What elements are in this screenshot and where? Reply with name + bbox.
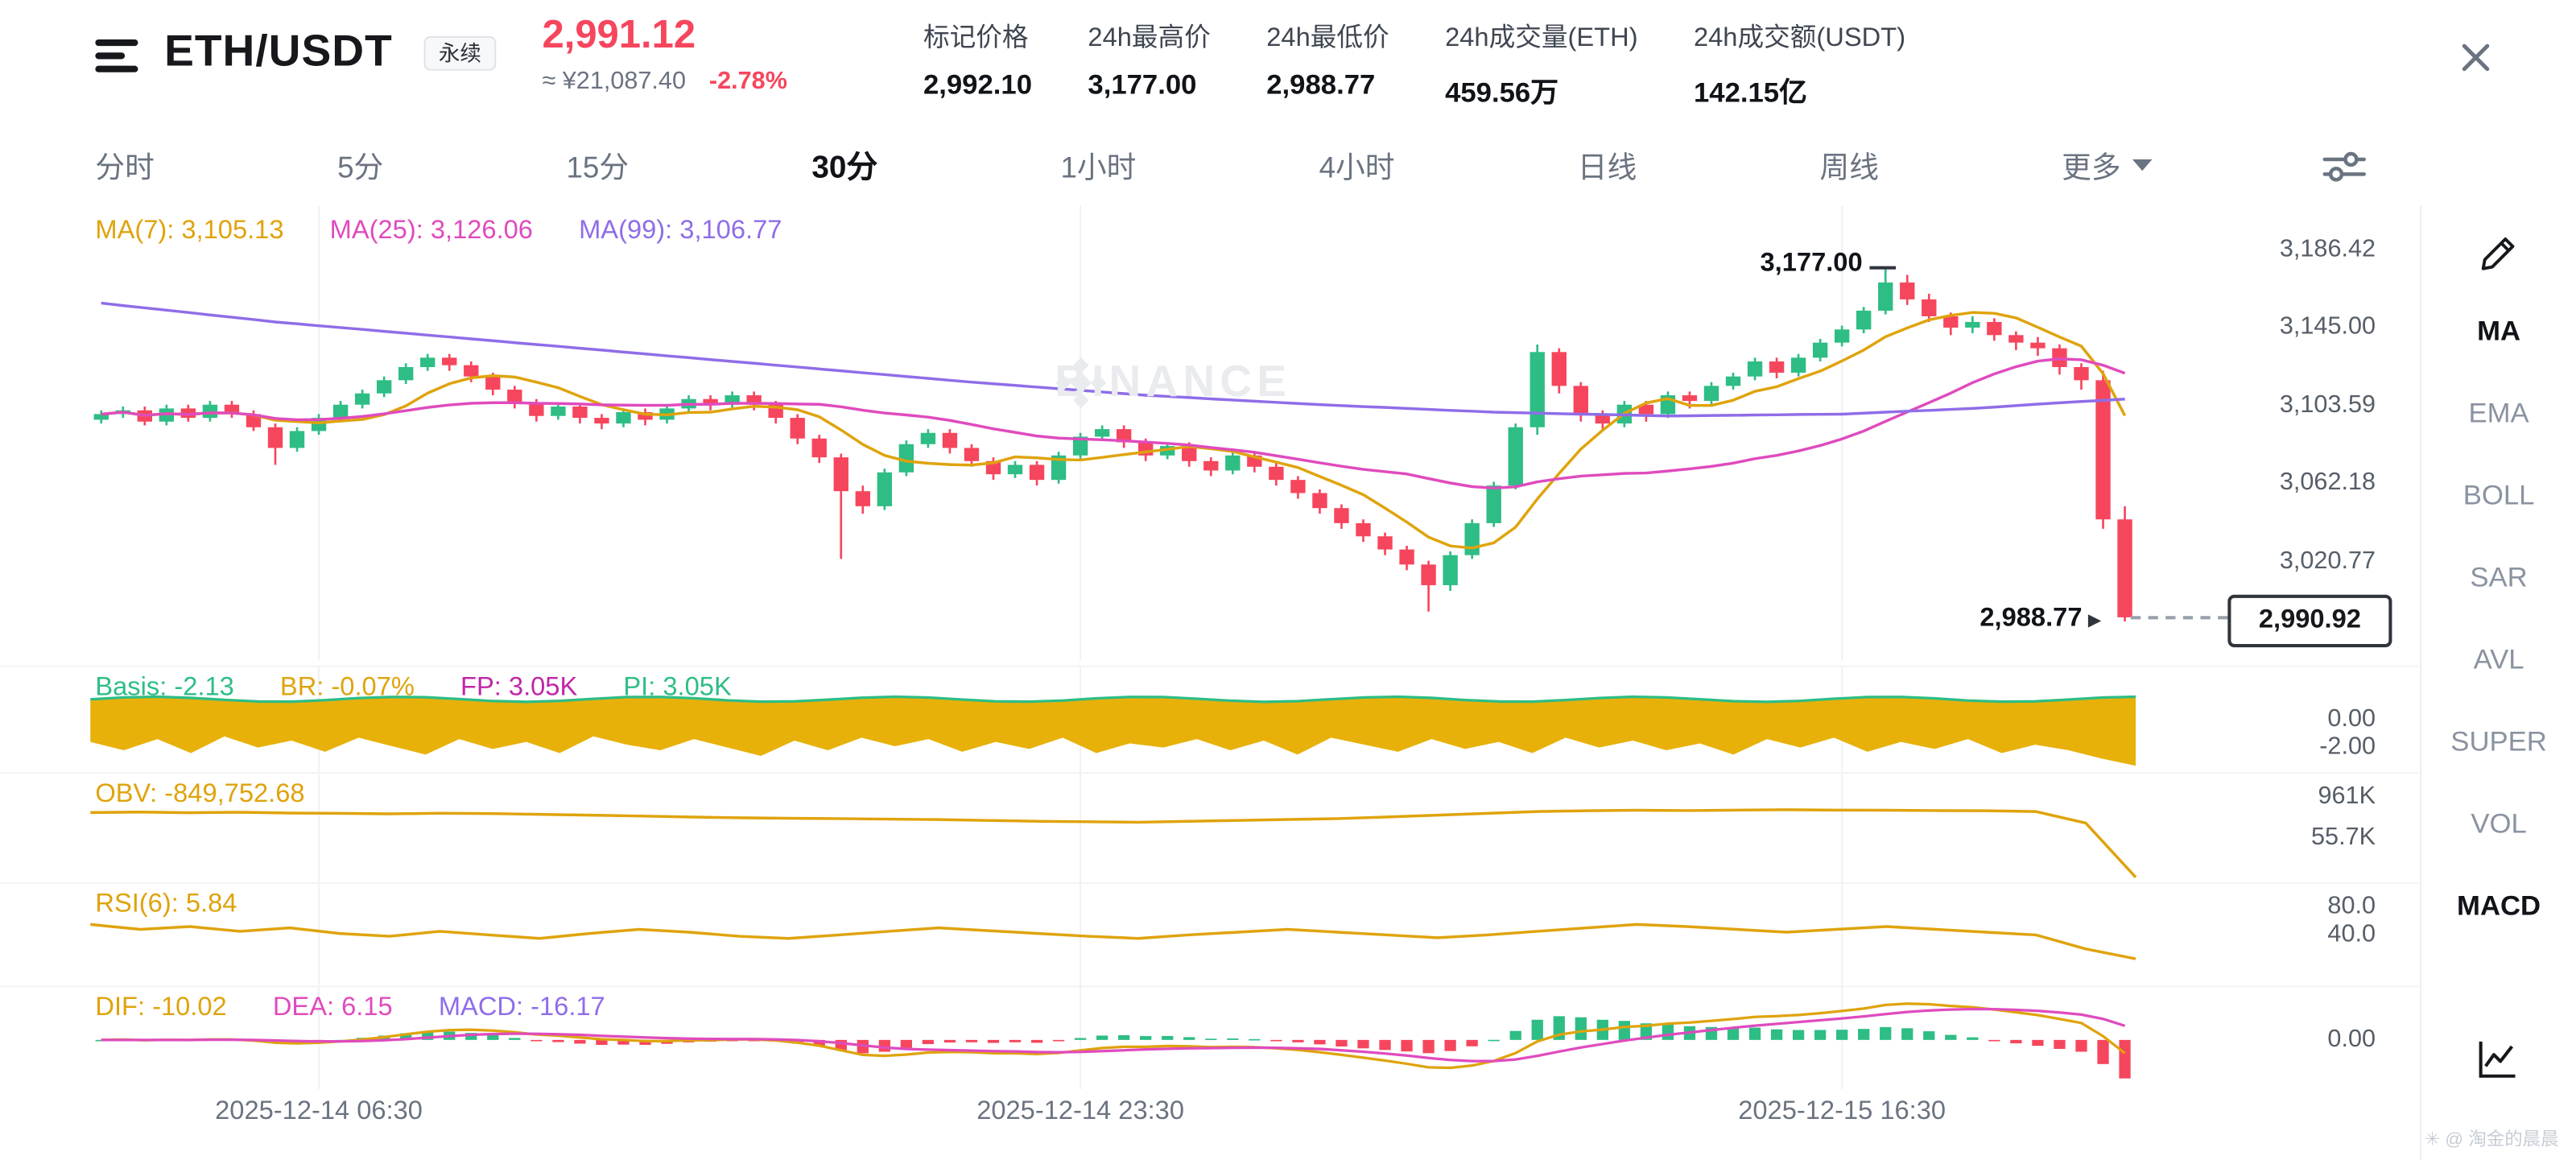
- chevron-down-icon: [2132, 159, 2153, 171]
- legend-item: MA(7): 3,105.13: [95, 217, 284, 246]
- legend-item: MA(25): 3,126.06: [329, 217, 533, 246]
- indicator-sar[interactable]: SAR: [2470, 561, 2528, 593]
- timeframe-tab-5[interactable]: 1小时: [1060, 150, 1137, 184]
- stat-value: 142.15亿: [1693, 76, 1807, 109]
- indicator-super[interactable]: SUPER: [2450, 726, 2547, 758]
- header-stat-5: 24h成交额(USDT) 142.15亿: [1694, 14, 1905, 109]
- legend-item: BR: -0.07%: [279, 673, 415, 702]
- timeframe-tab-8[interactable]: 周线: [1819, 150, 1879, 184]
- close-icon[interactable]: [2451, 33, 2500, 82]
- legend-item: DIF: -10.02: [95, 993, 227, 1022]
- rsi-legend: RSI(6): 5.84: [95, 890, 237, 920]
- approx-cny: ≈ ¥21,087.40: [542, 67, 687, 96]
- indicator-list: MA EMA BOLL SAR AVL SUPER VOL MACD: [2421, 291, 2576, 947]
- axis-tick: 80.0: [2327, 892, 2376, 920]
- last-price: 2,991.12: [542, 13, 696, 58]
- session-low-marker: [2088, 614, 2102, 629]
- axis-tick: 40.0: [2327, 919, 2376, 948]
- legend-item: MACD: -16.17: [438, 993, 605, 1022]
- header-stat-4: 24h成交量(ETH) 459.56万: [1445, 14, 1638, 109]
- indicator-ma[interactable]: MA: [2477, 315, 2521, 347]
- price-subline: ≈ ¥21,087.40 -2.78%: [542, 68, 786, 96]
- basis-legend: Basis: -2.13 BR: -0.07% FP: 3.05K PI: 3.05K: [95, 674, 731, 704]
- indicator-boll[interactable]: BOLL: [2462, 479, 2535, 511]
- legend-item: FP: 3.05K: [460, 673, 578, 702]
- session-high-label: 3,177.00: [1760, 249, 1863, 278]
- legend-item: PI: 3.05K: [623, 673, 732, 702]
- indicator-avl[interactable]: AVL: [2473, 644, 2524, 675]
- stat-value: 459.56万: [1445, 76, 1558, 109]
- timeframe-tab-7[interactable]: 日线: [1577, 150, 1637, 184]
- macd-legend: DIF: -10.02 DEA: 6.15 MACD: -16.17: [95, 994, 605, 1024]
- axis-tick: 961K: [2318, 782, 2376, 811]
- stat-value: 2,988.77: [1266, 68, 1376, 101]
- ma-legend: MA(7): 3,105.13 MA(25): 3,126.06 MA(99): 3…: [95, 217, 782, 246]
- timeframe-tab-4[interactable]: 30分: [811, 151, 878, 186]
- header-stat-1: 标记价格 2,992.10: [923, 14, 1032, 109]
- indicator-vol[interactable]: VOL: [2471, 808, 2527, 840]
- stat-value: 3,177.00: [1088, 68, 1197, 101]
- contract-type-badge: 永续: [423, 35, 497, 71]
- stat-label: 24h成交额(USDT): [1693, 24, 1906, 53]
- legend-item: DEA: 6.15: [272, 993, 393, 1022]
- axis-tick: 3,062.18: [2279, 469, 2376, 497]
- last-price-dashed-line: [2131, 615, 2228, 619]
- indicator-macd[interactable]: MACD: [2457, 890, 2541, 922]
- stat-label: 24h最低价: [1266, 24, 1389, 53]
- header-stat-2: 24h最高价 3,177.00: [1088, 14, 1210, 109]
- legend-item: MA(99): 3,106.77: [579, 217, 782, 246]
- ticker-stats: 标记价格 2,992.10 24h最高价 3,177.00 24h最低价 2,988.77…: [923, 14, 1905, 109]
- session-low-label: 2,988.77: [1979, 605, 2083, 634]
- binance-watermark: BINANCE: [1055, 357, 1291, 409]
- axis-tick: 3,020.77: [2279, 546, 2376, 575]
- timeframe-tab-2[interactable]: 5分: [337, 150, 384, 184]
- stat-label: 24h成交量(ETH): [1445, 24, 1638, 53]
- basis-indicator-panel[interactable]: Basis: -2.13 BR: -0.07% FP: 3.05K PI: 3.05K…: [0, 665, 2419, 774]
- main-chart-panel[interactable]: MA(7): 3,105.13 MA(25): 3,126.06 MA(99): 3…: [0, 205, 2418, 661]
- axis-tick: 3,103.59: [2279, 390, 2376, 419]
- time-axis-label: 2025-12-14 23:30: [976, 1097, 1185, 1125]
- axis-tick: 0.00: [2327, 1025, 2376, 1054]
- indicator-ema[interactable]: EMA: [2468, 397, 2529, 429]
- time-axis-label: 2025-12-14 06:30: [215, 1097, 423, 1125]
- stat-label: 标记价格: [923, 24, 1029, 53]
- legend-item: RSI(6): 5.84: [95, 890, 237, 919]
- axis-tick: 55.7K: [2311, 822, 2376, 851]
- more-timeframes-dropdown[interactable]: 更多: [2062, 144, 2153, 187]
- axis-tick: 3,186.42: [2279, 234, 2376, 263]
- change-percent: -2.78%: [708, 67, 787, 96]
- last-price-tag: 2,990.92: [2227, 594, 2392, 647]
- timeframe-tab-3[interactable]: 15分: [566, 150, 630, 184]
- macd-indicator-panel[interactable]: DIF: -10.02 DEA: 6.15 MACD: -16.17 0.00: [0, 985, 2419, 1090]
- chart-style-icon[interactable]: [2474, 1037, 2520, 1083]
- header: ETH/USDT 永续 2,991.12 ≈ ¥21,087.40 -2.78%…: [0, 0, 2576, 131]
- draw-tool-icon[interactable]: [2478, 232, 2520, 275]
- creator-watermark: ✳ @ 淘金的晨晨: [2425, 1130, 2559, 1150]
- axis-tick: 3,145.00: [2279, 312, 2376, 341]
- indicator-sidebar: MA EMA BOLL SAR AVL SUPER VOL MACD ✳ @ 淘金的晨晨: [2420, 205, 2576, 1160]
- chart-settings-icon[interactable]: [2320, 147, 2369, 194]
- rsi-indicator-panel[interactable]: RSI(6): 5.84 80.0 40.0: [0, 881, 2419, 988]
- legend-item: Basis: -2.13: [95, 673, 234, 702]
- timeframe-tab-1[interactable]: 分时: [95, 150, 155, 184]
- axis-tick: 0.00: [2327, 704, 2376, 733]
- binance-logo-icon: [1055, 357, 1107, 409]
- symbol-title: ETH/USDT: [164, 26, 393, 76]
- stat-value: 2,992.10: [923, 68, 1033, 101]
- pairs-menu-icon[interactable]: [95, 39, 141, 79]
- timeframe-toolbar: 分时 5分 15分 30分 1小时 4小时 日线 周线 更多: [95, 143, 2153, 188]
- timeframe-tab-6[interactable]: 4小时: [1319, 150, 1395, 184]
- stat-label: 24h最高价: [1088, 24, 1211, 53]
- obv-indicator-panel[interactable]: OBV: -849,752.68 961K 55.7K: [0, 772, 2419, 884]
- time-axis: 2025-12-14 06:30 2025-12-14 23:30 2025-12-…: [0, 1097, 2418, 1143]
- header-stat-3: 24h最低价 2,988.77: [1266, 14, 1389, 109]
- time-axis-label: 2025-12-15 16:30: [1738, 1097, 1946, 1125]
- session-high-tick: [1868, 266, 1896, 270]
- axis-tick: -2.00: [2319, 733, 2376, 761]
- legend-item: OBV: -849,752.68: [95, 780, 305, 809]
- obv-legend: OBV: -849,752.68: [95, 780, 304, 810]
